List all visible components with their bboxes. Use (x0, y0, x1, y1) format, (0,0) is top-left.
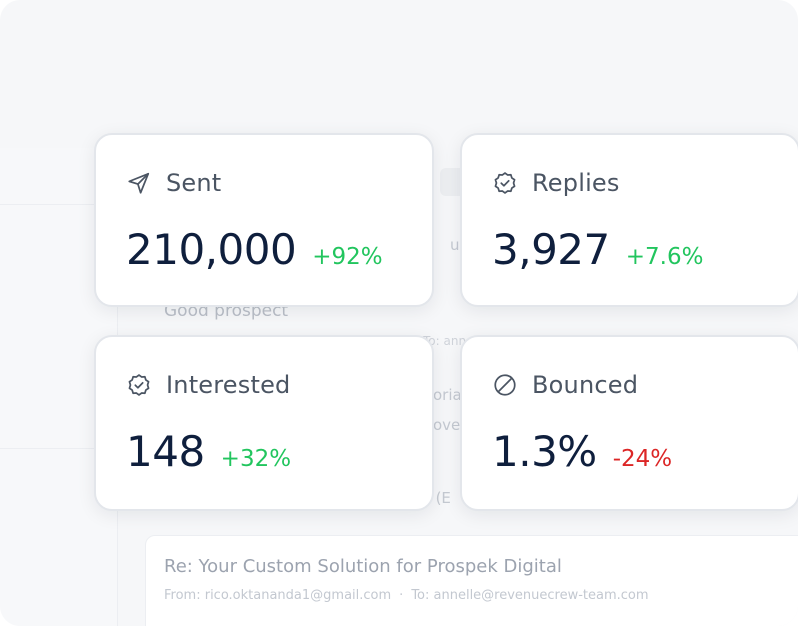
stat-label: Sent (166, 169, 222, 197)
paper-plane-icon (126, 170, 152, 196)
stat-change: +32% (220, 446, 292, 472)
background-main: ue Good prospect To: ann oria ove s (E (118, 148, 798, 626)
stat-card-replies[interactable]: Replies 3,927 +7.6% (460, 133, 798, 307)
email-to: To: annelle@revenuecrew-team.com (411, 588, 649, 603)
badge-check-icon (126, 372, 152, 398)
divider (0, 204, 118, 205)
stat-card-interested[interactable]: Interested 148 +32% (94, 335, 434, 511)
stat-value: 1.3% (492, 427, 597, 476)
email-subject: Re: Your Custom Solution for Prospek Dig… (164, 556, 562, 577)
background-fragment: ove (433, 416, 461, 434)
stat-label: Interested (166, 371, 291, 399)
background-to-fragment: To: ann (423, 334, 467, 348)
stat-label: Bounced (532, 371, 639, 399)
badge-check-icon (492, 170, 518, 196)
ban-icon (492, 372, 518, 398)
stat-label: Replies (532, 169, 620, 197)
stat-change: -24% (612, 446, 673, 472)
stat-change: +92% (312, 244, 383, 270)
divider (0, 448, 118, 449)
stat-card-bounced[interactable]: Bounced 1.3% -24% (460, 335, 798, 511)
stat-card-sent[interactable]: Sent 210,000 +92% (94, 133, 434, 307)
email-list-item[interactable]: Re: Your Custom Solution for Prospek Dig… (145, 535, 798, 626)
email-from: From: rico.oktananda1@gmail.com (164, 588, 392, 603)
stat-value: 148 (126, 427, 205, 476)
separator-dot: · (399, 588, 404, 603)
stat-value: 3,927 (492, 225, 610, 274)
stat-change: +7.6% (625, 244, 704, 270)
stat-value: 210,000 (126, 225, 297, 274)
background-fragment: oria (433, 386, 462, 404)
email-meta: From: rico.oktananda1@gmail.com · To: anne… (164, 588, 649, 603)
